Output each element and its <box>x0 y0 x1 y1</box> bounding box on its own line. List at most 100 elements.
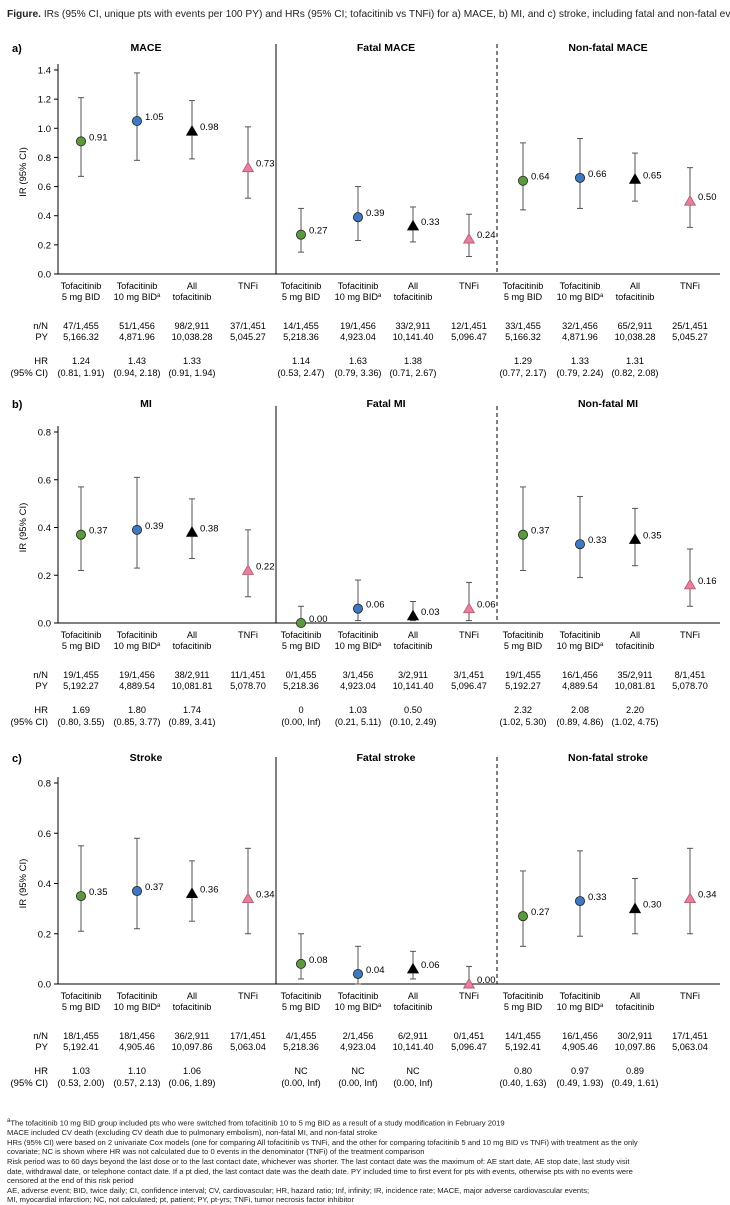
y-tick-label: 0.0 <box>38 270 51 281</box>
subplot-title: MI <box>140 398 152 410</box>
stat-PY: 4,889.54 <box>119 681 155 691</box>
stat-nN: 19/1,456 <box>119 670 155 680</box>
stat-nN: 17/1,451 <box>230 1031 266 1041</box>
footnote-a: aThe tofacitinib 10 mg BID group include… <box>7 1118 505 1128</box>
stat-nN: 19/1,455 <box>505 670 541 680</box>
stat-HR: 1.10 <box>128 1066 146 1076</box>
ir-data-label: 0.22 <box>256 561 275 572</box>
group-label-superscript: a <box>600 293 604 299</box>
group-label-line1: Tofacitinib <box>338 630 379 640</box>
y-tick-label: 1.0 <box>38 124 51 135</box>
y-tick-label: 0.2 <box>38 929 51 940</box>
group-label-line1: TNFi <box>459 991 479 1001</box>
stat-PY: 5,218.36 <box>283 681 319 691</box>
stat-HR: 1.31 <box>626 356 644 366</box>
group-label-line2: 5 mg BID <box>282 1002 321 1012</box>
group-label-line2: tofacitinib <box>173 1002 212 1012</box>
stat-nN: 18/1,455 <box>63 1031 99 1041</box>
stat-HR: 2.32 <box>514 705 532 715</box>
ir-data-label: 0.39 <box>366 208 385 219</box>
group-label-line1: Tofacitinib <box>61 630 102 640</box>
group-label-line2: 5 mg BID <box>62 292 101 302</box>
stat-HR: 1.38 <box>404 356 422 366</box>
y-tick-label: 0.0 <box>38 619 51 630</box>
group-label-line1: TNFi <box>680 991 700 1001</box>
ir-data-label: 0.66 <box>588 169 607 180</box>
group-label-line2: 10 mg BIDa <box>114 641 161 651</box>
ir-data-label: 0.27 <box>309 226 328 237</box>
y-axis-label: IR (95% CI) <box>18 503 29 553</box>
ir-data-label: 0.06 <box>477 600 496 611</box>
ir-point-marker <box>462 232 476 244</box>
stat-nN: 18/1,456 <box>119 1031 155 1041</box>
group-label-line1: All <box>187 991 197 1001</box>
y-tick-label: 0.4 <box>38 523 51 534</box>
row-label-nN: n/N <box>33 1031 48 1042</box>
footnote-abbr-2: MI, myocardial infarction; NC, not calcu… <box>7 1195 355 1205</box>
stat-CI: (0.94, 2.18) <box>114 368 161 378</box>
stat-HR: 1.63 <box>349 356 367 366</box>
group-label-line2: tofacitinib <box>394 641 433 651</box>
stat-PY: 4,889.54 <box>562 681 598 691</box>
stat-nN: 19/1,456 <box>340 321 376 331</box>
subplot-title: MACE <box>131 42 162 54</box>
subplot-title: Non-fatal MACE <box>568 42 647 54</box>
group-label-line1: Tofacitinib <box>61 991 102 1001</box>
group-label-superscript: a <box>378 1003 382 1009</box>
stat-CI: (0.53, 2.47) <box>278 368 325 378</box>
stat-HR: 0.80 <box>514 1066 532 1076</box>
group-label-line1: All <box>630 991 640 1001</box>
stat-HR: 1.03 <box>72 1066 90 1076</box>
stat-CI: (0.53, 2.00) <box>58 1078 105 1088</box>
group-label-line2: 10 mg BIDa <box>335 641 382 651</box>
y-tick-label: 0.8 <box>38 428 51 439</box>
stat-PY: 5,078.70 <box>230 681 266 691</box>
ir-point-marker <box>575 896 586 907</box>
ir-point-marker <box>131 524 142 535</box>
subplot-title: Stroke <box>130 752 163 764</box>
group-label-line1: All <box>187 281 197 291</box>
ir-data-label: 0.73 <box>256 159 275 170</box>
ir-point-marker <box>352 968 363 979</box>
ir-point-marker <box>406 609 420 621</box>
group-label-line1: TNFi <box>680 281 700 291</box>
group-label-line1: Tofacitinib <box>503 630 544 640</box>
group-label-line1: Tofacitinib <box>560 630 601 640</box>
group-label-line1: All <box>408 630 418 640</box>
stat-HR: 1.43 <box>128 356 146 366</box>
ir-point-marker <box>575 539 586 550</box>
y-tick-label: 0.4 <box>38 211 51 222</box>
stat-CI: (0.89, 3.41) <box>169 717 216 727</box>
group-label-line1: All <box>630 630 640 640</box>
stat-nN: 6/2,911 <box>398 1031 428 1041</box>
group-label-line2: tofacitinib <box>616 292 655 302</box>
group-label-line2: 5 mg BID <box>504 292 543 302</box>
group-label-line1: Tofacitinib <box>560 281 601 291</box>
ir-point-marker <box>241 161 255 173</box>
stat-PY: 10,097.86 <box>172 1042 213 1052</box>
figure-canvas: a) 0.0 0.2 0.4 0.6 0.8 1.0 1.2 1.4 IR (95% CI) n/N… <box>11 42 720 1089</box>
ir-point-marker <box>575 172 586 183</box>
ir-point-marker <box>295 229 306 240</box>
stat-PY: 5,096.47 <box>451 681 487 691</box>
ir-data-label: 0.50 <box>698 192 717 203</box>
stat-PY: 10,141.40 <box>393 332 434 342</box>
stat-HR: 2.20 <box>626 705 644 715</box>
ir-point-marker <box>295 618 306 629</box>
y-tick-label: 0.6 <box>38 829 51 840</box>
stat-HR: 0.50 <box>404 705 422 715</box>
stat-HR: 1.29 <box>514 356 532 366</box>
row-label-PY: PY <box>35 1042 48 1053</box>
group-label-line1: TNFi <box>680 630 700 640</box>
ir-point-marker <box>185 526 199 537</box>
stat-nN: 36/2,911 <box>174 1031 209 1041</box>
row-label-nN: n/N <box>33 321 48 332</box>
group-label-line1: Tofacitinib <box>338 281 379 291</box>
ir-data-label: 0.98 <box>200 122 219 133</box>
stat-nN: 35/2,911 <box>617 670 652 680</box>
stat-PY: 4,905.46 <box>119 1042 155 1052</box>
row-label-CI: (95% CI) <box>11 1078 48 1089</box>
ir-point-marker <box>518 175 529 186</box>
y-tick-label: 1.4 <box>38 66 51 77</box>
ir-point-marker <box>76 891 87 902</box>
